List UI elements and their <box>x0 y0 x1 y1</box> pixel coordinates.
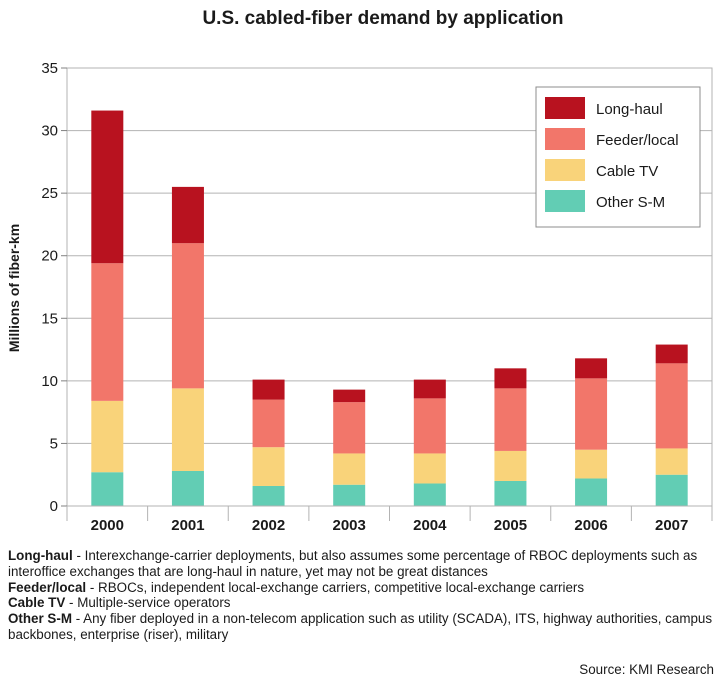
note-term: Cable TV <box>8 595 66 611</box>
bar-other-s-m-2002 <box>252 485 285 506</box>
y-tick-label: 30 <box>41 123 58 140</box>
x-tick-label: 2002 <box>252 517 285 534</box>
bar-cable-tv-2002 <box>252 447 285 486</box>
bar-long-haul-2004 <box>413 379 446 399</box>
x-tick-label: 2001 <box>171 517 204 534</box>
bar-cable-tv-2005 <box>494 450 527 481</box>
bar-cable-tv-2006 <box>575 449 608 479</box>
bar-other-s-m-2000 <box>91 472 124 506</box>
bar-long-haul-2007 <box>655 344 688 364</box>
legend-swatch-feeder-local <box>545 128 585 150</box>
bar-long-haul-2002 <box>252 379 285 400</box>
y-tick-label: 0 <box>50 498 58 515</box>
note-long-haul: Long-haul - Interexchange-carrier deploy… <box>8 548 716 580</box>
x-tick-label: 2005 <box>494 517 527 534</box>
legend-swatch-cable-tv <box>545 159 585 181</box>
note-text: - Multiple-service operators <box>65 595 231 611</box>
bar-other-s-m-2006 <box>575 478 608 506</box>
bar-cable-tv-2001 <box>171 388 204 471</box>
note-other-s-m: Other S-M - Any fiber deployed in a non-… <box>8 611 716 643</box>
bar-other-s-m-2004 <box>413 483 446 506</box>
bar-cable-tv-2000 <box>91 400 124 473</box>
legend-label-feeder-local: Feeder/local <box>596 132 679 149</box>
bar-other-s-m-2007 <box>655 474 688 506</box>
bar-cable-tv-2003 <box>333 453 366 485</box>
legend-label-long-haul: Long-haul <box>596 101 663 118</box>
bar-feeder-local-2004 <box>413 398 446 454</box>
note-text: - Interexchange-carrier deployments, but… <box>8 548 698 579</box>
x-tick-label: 2004 <box>413 517 447 534</box>
bar-feeder-local-2000 <box>91 263 124 401</box>
bar-feeder-local-2007 <box>655 363 688 449</box>
bar-feeder-local-2003 <box>333 402 366 454</box>
y-tick-label: 35 <box>41 60 58 77</box>
y-tick-label: 25 <box>41 185 58 202</box>
y-tick-label: 15 <box>41 310 58 327</box>
bar-cable-tv-2007 <box>655 448 688 475</box>
legend-swatch-long-haul <box>545 97 585 119</box>
note-text: - Any fiber deployed in a non-telecom ap… <box>8 611 713 642</box>
x-tick-label: 2007 <box>655 517 688 534</box>
y-tick-label: 5 <box>50 435 58 452</box>
bar-feeder-local-2006 <box>575 378 608 450</box>
y-axis-label: Millions of fiber-km <box>6 224 22 352</box>
note-feeder-local: Feeder/local - RBOCs, independent local-… <box>8 580 716 596</box>
bar-other-s-m-2003 <box>333 484 366 506</box>
note-term: Long-haul <box>8 548 73 563</box>
bar-long-haul-2003 <box>333 389 366 403</box>
legend: Long-haul Feeder/local Cable TV Other S-M <box>535 86 701 228</box>
bar-other-s-m-2005 <box>494 480 527 506</box>
bar-feeder-local-2002 <box>252 399 285 448</box>
x-tick-label: 2003 <box>333 517 366 534</box>
tick-labels: 0 5 10 15 20 25 30 35 2000 2001 2002 2003 2004 2005 20… <box>41 60 688 534</box>
bar-feeder-local-2005 <box>494 388 527 451</box>
note-text: - RBOCs, independent local-exchange carr… <box>86 579 585 595</box>
note-term: Feeder/local <box>8 579 87 595</box>
chart-title: U.S. cabled-fiber demand by application <box>202 8 563 29</box>
bar-long-haul-2001 <box>171 186 204 244</box>
x-tick-label: 2000 <box>91 517 124 534</box>
legend-label-cable-tv: Cable TV <box>596 163 658 180</box>
bar-feeder-local-2001 <box>171 243 204 389</box>
bars <box>91 110 688 506</box>
y-tick-label: 20 <box>41 248 58 265</box>
axes <box>61 67 713 521</box>
x-tick-label: 2006 <box>574 517 607 534</box>
note-term: Other S-M <box>8 611 72 627</box>
source-credit: Source: KMI Research <box>579 662 714 677</box>
bar-long-haul-2005 <box>494 368 527 389</box>
y-tick-label: 10 <box>41 373 58 390</box>
note-cable-tv: Cable TV - Multiple-service operators <box>8 595 716 611</box>
definitions: Long-haul - Interexchange-carrier deploy… <box>8 548 716 643</box>
bar-other-s-m-2001 <box>171 470 204 506</box>
legend-label-other-s-m: Other S-M <box>596 194 665 211</box>
chart: U.S. cabled-fiber demand by application … <box>6 8 713 534</box>
bar-cable-tv-2004 <box>413 453 446 484</box>
legend-swatch-other-s-m <box>545 190 585 212</box>
bar-long-haul-2000 <box>91 110 124 264</box>
bar-long-haul-2006 <box>575 358 608 379</box>
